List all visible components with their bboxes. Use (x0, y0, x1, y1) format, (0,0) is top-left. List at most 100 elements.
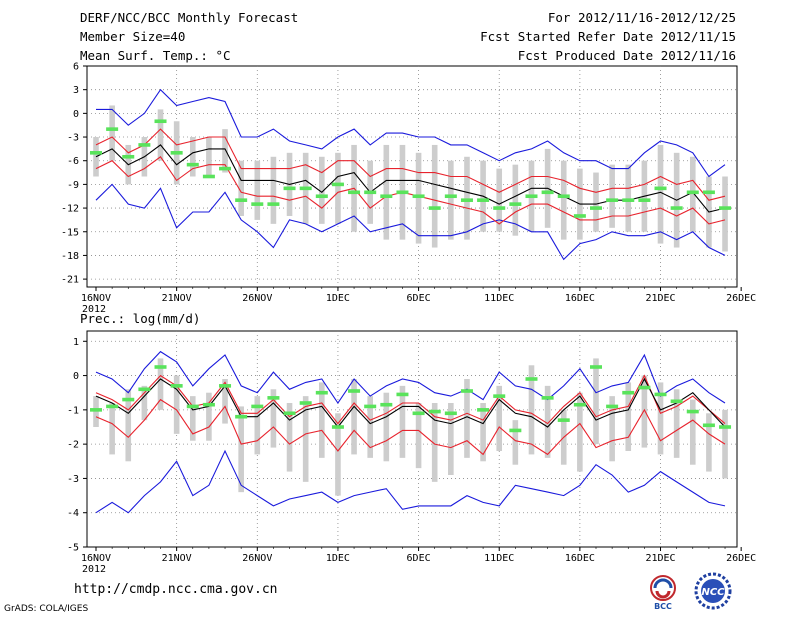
member-box (367, 396, 373, 458)
observed-marker (154, 365, 167, 369)
observed-marker (460, 389, 473, 393)
plot-frame (86, 330, 738, 548)
observed-marker (202, 402, 215, 407)
member-box (593, 358, 599, 445)
observed-marker (170, 384, 183, 388)
member-box (173, 375, 180, 434)
observed-marker (428, 206, 441, 210)
observed-marker (235, 198, 248, 202)
x-tick-label: 11DEC (484, 553, 514, 564)
observed-marker (219, 166, 232, 171)
member-box (335, 413, 341, 496)
member-box (206, 137, 212, 177)
observed-marker (590, 206, 602, 210)
member-box (625, 164, 632, 232)
member-box (383, 392, 390, 462)
member-box (415, 152, 422, 244)
observed-marker (299, 186, 312, 191)
y-tick-label: -21 (61, 275, 79, 286)
member-box (593, 172, 599, 232)
observed-marker (186, 404, 199, 409)
observed-marker (702, 190, 715, 195)
observed-marker (122, 397, 135, 402)
observed-marker (686, 409, 699, 414)
series-line-max (95, 350, 726, 404)
observed-marker (186, 162, 199, 167)
observed-marker (670, 399, 683, 404)
observed-marker (348, 190, 361, 195)
observed-marker (219, 384, 232, 388)
observed-marker (122, 154, 135, 159)
observed-marker (606, 404, 619, 409)
x-tick-label: 6DEC (407, 553, 431, 564)
member-box (431, 144, 438, 248)
x-tick-label: 16NOV (81, 553, 111, 564)
grads-credit: GrADS: COLA/IGES (4, 604, 89, 614)
member-box (609, 164, 615, 228)
observed-marker (509, 202, 522, 206)
observed-marker (106, 404, 119, 409)
member-box (383, 144, 390, 240)
observed-marker (477, 408, 490, 412)
member-box (689, 156, 696, 232)
member-box (496, 385, 503, 451)
observed-marker (525, 377, 538, 381)
observed-marker (412, 194, 425, 199)
observed-marker (541, 190, 554, 195)
observed-marker (719, 425, 732, 429)
member-box (189, 396, 196, 441)
y-tick-label: 3 (73, 85, 79, 96)
y-tick-label: -9 (67, 180, 79, 191)
observed-marker (702, 423, 715, 428)
observed-marker (622, 390, 635, 395)
observed-marker (138, 387, 151, 392)
observed-marker (412, 411, 425, 416)
y-tick-label: -12 (61, 204, 79, 215)
y-tick-label: -15 (61, 227, 79, 238)
observed-marker (654, 392, 667, 397)
observed-marker (331, 182, 344, 187)
member-box (480, 403, 486, 462)
observed-marker (654, 186, 667, 191)
ncc-logo: NCC (694, 572, 732, 610)
y-tick-label: -5 (67, 543, 79, 554)
member-box (577, 392, 583, 472)
observed-marker (719, 206, 732, 210)
series-line-upper (95, 374, 726, 425)
member-box (657, 382, 664, 455)
member-box (464, 156, 470, 240)
observed-marker (90, 151, 102, 155)
observed-marker (541, 396, 554, 400)
y-tick-label: -2 (67, 440, 79, 451)
member-box (689, 399, 696, 465)
member-box (125, 389, 132, 462)
member-box (625, 382, 632, 451)
series-line-min (95, 449, 726, 514)
observed-marker (251, 202, 264, 206)
member-box (270, 156, 277, 224)
y-tick-label: 6 (73, 62, 79, 73)
member-box (238, 160, 244, 216)
source-url[interactable]: http://cmdp.ncc.cma.gov.cn (74, 582, 278, 597)
observed-marker (267, 396, 280, 400)
observed-marker (606, 198, 619, 202)
bcc-logo-text: BCC (654, 602, 672, 611)
x-tick-label: 16DEC (565, 293, 595, 304)
observed-marker (396, 392, 409, 397)
member-size-label: Member Size=40 (80, 29, 186, 44)
member-box (609, 396, 615, 462)
observed-marker (460, 198, 473, 202)
series-line-lower (95, 398, 726, 456)
x-year-label: 2012 (82, 304, 106, 315)
observed-marker (267, 202, 280, 206)
member-box (222, 129, 228, 173)
start-date-label: Fcst Started Refer Date 2012/11/15 (480, 29, 736, 44)
panel-title: Prec.: log(mm/d) (80, 311, 200, 326)
y-tick-label: -1 (67, 405, 79, 416)
forecast-range-label: For 2012/11/16-2012/12/25 (547, 10, 736, 25)
observed-marker (590, 365, 602, 369)
member-box (448, 403, 454, 475)
